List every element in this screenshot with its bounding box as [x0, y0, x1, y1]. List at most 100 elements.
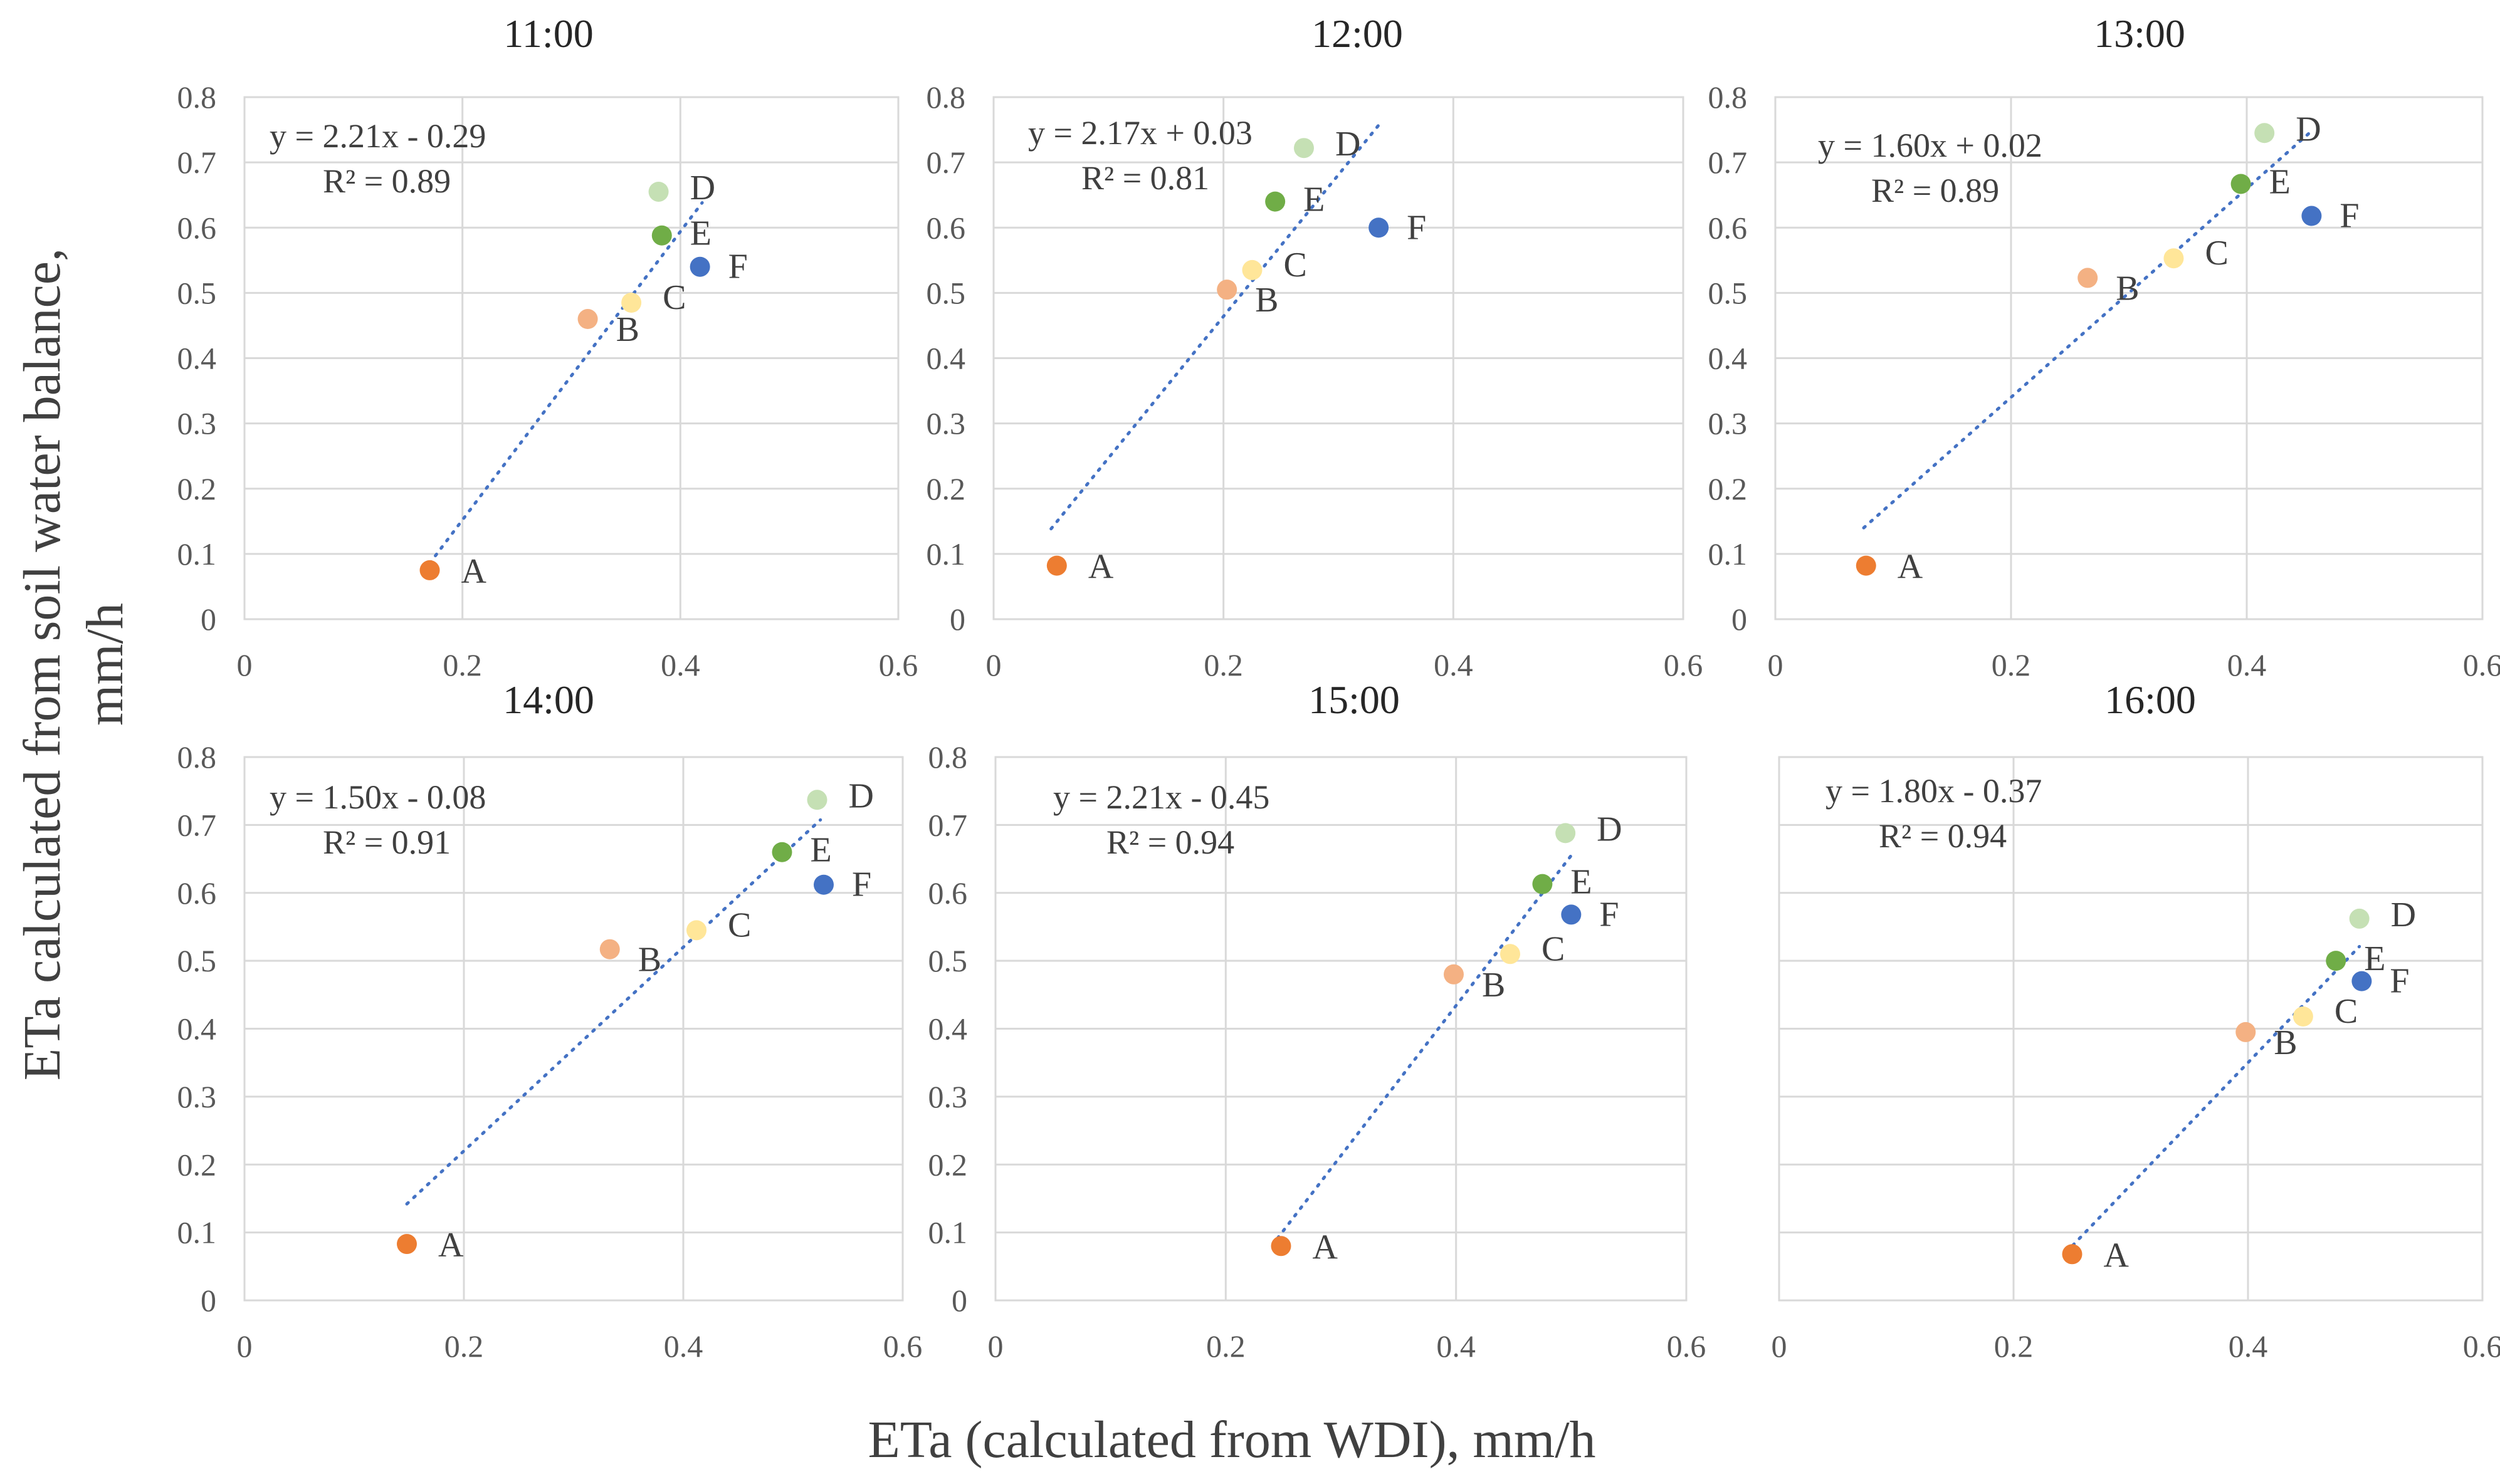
- point-D: [2254, 123, 2275, 144]
- point-E: [2230, 174, 2251, 194]
- y-tick-label: 0.3: [177, 406, 217, 441]
- point-F: [2301, 206, 2322, 226]
- point-label: F: [2340, 197, 2359, 236]
- y-tick-label: 0: [201, 602, 216, 637]
- point-C: [2293, 1006, 2313, 1027]
- x-tick-label: 0.4: [1434, 647, 1473, 682]
- point-B: [577, 309, 598, 330]
- x-tick-label: 0: [986, 647, 1002, 682]
- y-tick-label: 0.5: [1708, 275, 1748, 310]
- point-F: [1561, 904, 1582, 925]
- trend-equation: y = 1.50x - 0.08: [270, 778, 486, 816]
- y-tick-label: 0.7: [928, 807, 968, 842]
- x-tick-label: 0.6: [1664, 647, 1703, 682]
- point-label: D: [849, 776, 874, 815]
- point-D: [1294, 138, 1314, 159]
- panel-5: 15:00 0 0.1 0.2 0.3 0.4 0.5 0.6 0.7 0.8 0 0.2 0.4 0.6…: [928, 677, 1706, 1364]
- panel-title: 15:00: [1308, 677, 1400, 722]
- point-E: [651, 225, 672, 246]
- x-tick-label: 0: [1772, 1329, 1787, 1364]
- point-A: [2062, 1244, 2082, 1265]
- r-squared: R² = 0.94: [1879, 817, 2007, 855]
- point-label: F: [852, 865, 871, 904]
- point-C: [1242, 259, 1263, 280]
- point-label: C: [2335, 992, 2358, 1031]
- x-tick-label: 0.6: [2463, 647, 2500, 682]
- x-tick-label: 0.6: [879, 647, 918, 682]
- y-tick-label: 0.7: [1708, 145, 1748, 180]
- point-label: B: [1255, 281, 1278, 320]
- y-tick-label: 0.2: [177, 471, 217, 506]
- point-label: B: [2116, 269, 2139, 308]
- point-label: D: [2296, 110, 2321, 149]
- y-tick-label: 0.7: [927, 145, 966, 180]
- y-tick-label: 0.5: [177, 275, 217, 310]
- x-tick-label: 0: [988, 1329, 1004, 1364]
- y-tick-label: 0.3: [1708, 406, 1748, 441]
- y-tick-label: 0.7: [177, 145, 217, 180]
- x-tick-label: 0.2: [1994, 1329, 2034, 1364]
- y-tick-label: 0.3: [177, 1079, 217, 1114]
- point-E: [772, 842, 792, 862]
- y-tick-label: 0.8: [928, 739, 968, 775]
- y-tick-label: 0: [201, 1283, 216, 1318]
- trend-equation: y = 1.60x + 0.02: [1818, 127, 2042, 164]
- point-label: C: [1541, 929, 1565, 968]
- point-label: B: [638, 941, 661, 980]
- point-label: E: [690, 214, 712, 253]
- y-axis-title: ETa calculated from soil water balance,m…: [13, 248, 134, 1080]
- trendline: [428, 201, 704, 565]
- point-label: B: [616, 310, 639, 349]
- x-tick-label: 0.4: [664, 1329, 703, 1364]
- point-label: F: [1599, 895, 1619, 934]
- point-E: [1532, 874, 1553, 894]
- point-A: [397, 1234, 417, 1255]
- x-tick-label: 0.2: [443, 647, 482, 682]
- x-tick-label: 0: [237, 647, 253, 682]
- x-tick-label: 0.6: [2463, 1329, 2500, 1364]
- y-tick-label: 0.1: [1708, 536, 1748, 572]
- x-axis-title: ETa (calculated from WDI), mm/h: [868, 1411, 1595, 1469]
- point-B: [2077, 268, 2098, 288]
- y-tick-label: 0.3: [927, 406, 966, 441]
- point-D: [648, 181, 669, 202]
- point-label: E: [1303, 180, 1325, 219]
- x-tick-label: 0.4: [1436, 1329, 1476, 1364]
- y-tick-label: 0.5: [177, 943, 217, 978]
- y-tick-label: 0.2: [927, 471, 966, 506]
- r-squared: R² = 0.94: [1106, 823, 1234, 861]
- point-label: D: [1335, 125, 1360, 164]
- trend-equation: y = 2.17x + 0.03: [1028, 114, 1253, 152]
- point-C: [621, 292, 642, 313]
- panels: 11:00 0 0.1 0.2 0.3 0.4 0.5 0.6 0.7 0.8 0 0.2 0.4 0.6…: [177, 11, 2500, 1364]
- point-E: [2326, 951, 2346, 971]
- y-tick-label: 0.2: [1708, 471, 1748, 506]
- y-tick-label: 0.6: [177, 875, 217, 911]
- point-label: A: [461, 552, 487, 591]
- x-tick-label: 0.2: [444, 1329, 484, 1364]
- point-label: C: [663, 278, 686, 317]
- trendline: [1862, 129, 2313, 530]
- y-tick-label: 0.2: [928, 1147, 968, 1182]
- point-label: C: [1284, 246, 1307, 285]
- y-tick-label: 0.2: [177, 1147, 217, 1182]
- point-C: [1499, 944, 1520, 964]
- panel-4: 14:00 0 0.1 0.2 0.3 0.4 0.5 0.6 0.7 0.8 0 0.2 0.4 0.6…: [177, 677, 923, 1364]
- plot-frame: [1778, 756, 2484, 1302]
- x-tick-label: 0.2: [1206, 1329, 1246, 1364]
- y-tick-label: 0: [1731, 602, 1747, 637]
- point-label: B: [2274, 1023, 2297, 1062]
- x-tick-label: 0.6: [1667, 1329, 1706, 1364]
- y-tick-label: 0.4: [177, 1011, 217, 1047]
- y-tick-label: 0.4: [1708, 341, 1748, 376]
- y-tick-label: 0.6: [1708, 210, 1748, 245]
- y-tick-label: 0.1: [177, 536, 217, 572]
- point-B: [1217, 280, 1237, 300]
- point-label: C: [2205, 234, 2228, 273]
- point-B: [2235, 1022, 2256, 1042]
- point-A: [1046, 555, 1067, 576]
- point-label: A: [2104, 1236, 2130, 1275]
- trendline: [1049, 123, 1380, 531]
- point-B: [599, 939, 620, 959]
- panel-title: 12:00: [1311, 11, 1403, 56]
